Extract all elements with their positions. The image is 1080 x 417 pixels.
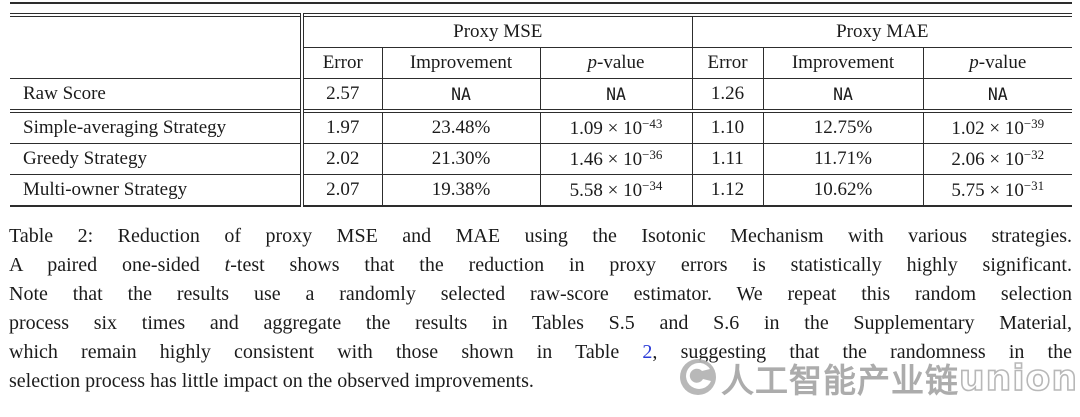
table-row-greedy: Greedy Strategy 2.02 21.30% 1.46 × 10−36…: [10, 143, 1073, 175]
cell-mse-error: 2.57: [326, 83, 360, 104]
col-header-mae-pvalue: p-value: [922, 47, 1073, 79]
cell-mse-pvalue: 5.58 × 10−34: [539, 174, 693, 206]
caption-line-4: process six times and aggregate the resu…: [9, 312, 1072, 334]
cell-mae-pvalue: 5.75 × 10−31: [922, 174, 1073, 206]
cell-mse-error: 2.07: [326, 179, 360, 200]
cell-mae-improvement: NA: [762, 78, 924, 111]
row-label: Simple-averaging Strategy: [10, 111, 304, 144]
table-row-raw-score: Raw Score 2.57 NA NA 1.26 NA NA: [10, 78, 1073, 111]
cell-mae-error: 1.11: [691, 143, 764, 175]
cell-mse-improvement: 21.30%: [381, 143, 540, 175]
group-header-row: Proxy MSE Proxy MAE: [10, 15, 1073, 79]
col-header-mae-error: Error: [691, 47, 764, 79]
col-header-mae-improvement: Improvement: [762, 47, 924, 79]
cell-mae-pvalue: 1.02 × 10−39: [922, 111, 1073, 144]
cell-mse-error: 1.97: [326, 117, 360, 138]
table-row-multi-owner: Multi-owner Strategy 2.07 19.38% 5.58 × …: [10, 174, 1073, 206]
cell-mae-error: 1.10: [691, 111, 764, 144]
cell-mae-pvalue: 2.06 × 10−32: [922, 143, 1073, 175]
col-header-mse-pvalue: p-value: [539, 47, 693, 79]
cell-mse-improvement: NA: [381, 78, 540, 111]
cell-mse-improvement: 23.48%: [381, 111, 540, 144]
cell-mae-improvement: 10.62%: [762, 174, 924, 206]
cell-mae-error: 1.26: [691, 78, 764, 111]
cell-mae-pvalue: NA: [922, 78, 1073, 111]
caption-line-3: Note that the results use a randomly sel…: [9, 283, 1072, 305]
col-header-mse-improvement: Improvement: [381, 47, 540, 79]
group-header-proxy-mse: Proxy MSE: [302, 15, 693, 48]
table-row-simple-averaging: Simple-averaging Strategy 1.97 23.48% 1.…: [10, 111, 1073, 144]
col-header-mse-error: Error: [322, 52, 363, 73]
top-rule: [10, 2, 1072, 4]
cell-mse-pvalue: 1.09 × 10−43: [539, 111, 693, 144]
caption-line-2: A paired one-sided t-test shows that the…: [9, 254, 1072, 276]
cell-mae-improvement: 12.75%: [762, 111, 924, 144]
sub-header-row: Error Improvement p-value Error Improvem…: [10, 47, 1073, 79]
cell-mse-pvalue: NA: [539, 78, 693, 111]
cell-mae-improvement: 11.71%: [762, 143, 924, 175]
row-label: Greedy Strategy: [10, 143, 304, 175]
caption-line-1: Table 2: Reduction of proxy MSE and MAE …: [9, 225, 1072, 247]
cell-mae-error: 1.12: [691, 174, 764, 206]
cell-mse-improvement: 19.38%: [381, 174, 540, 206]
table-2-link[interactable]: 2: [642, 341, 653, 363]
caption-line-6: selection process has little impact on t…: [9, 370, 534, 392]
row-label: Multi-owner Strategy: [10, 174, 304, 206]
group-header-proxy-mae: Proxy MAE: [691, 15, 1073, 48]
cell-mse-error: 2.02: [326, 148, 360, 169]
results-table: Proxy MSE Proxy MAE Error Improvement p-…: [10, 13, 1073, 207]
row-label: Raw Score: [10, 78, 304, 111]
table-caption: Table 2: Reduction of proxy MSE and MAE …: [9, 222, 1072, 396]
cell-mse-pvalue: 1.46 × 10−36: [539, 143, 693, 175]
corner-cell: [10, 15, 304, 79]
caption-line-5: which remain highly consistent with thos…: [9, 341, 1072, 363]
